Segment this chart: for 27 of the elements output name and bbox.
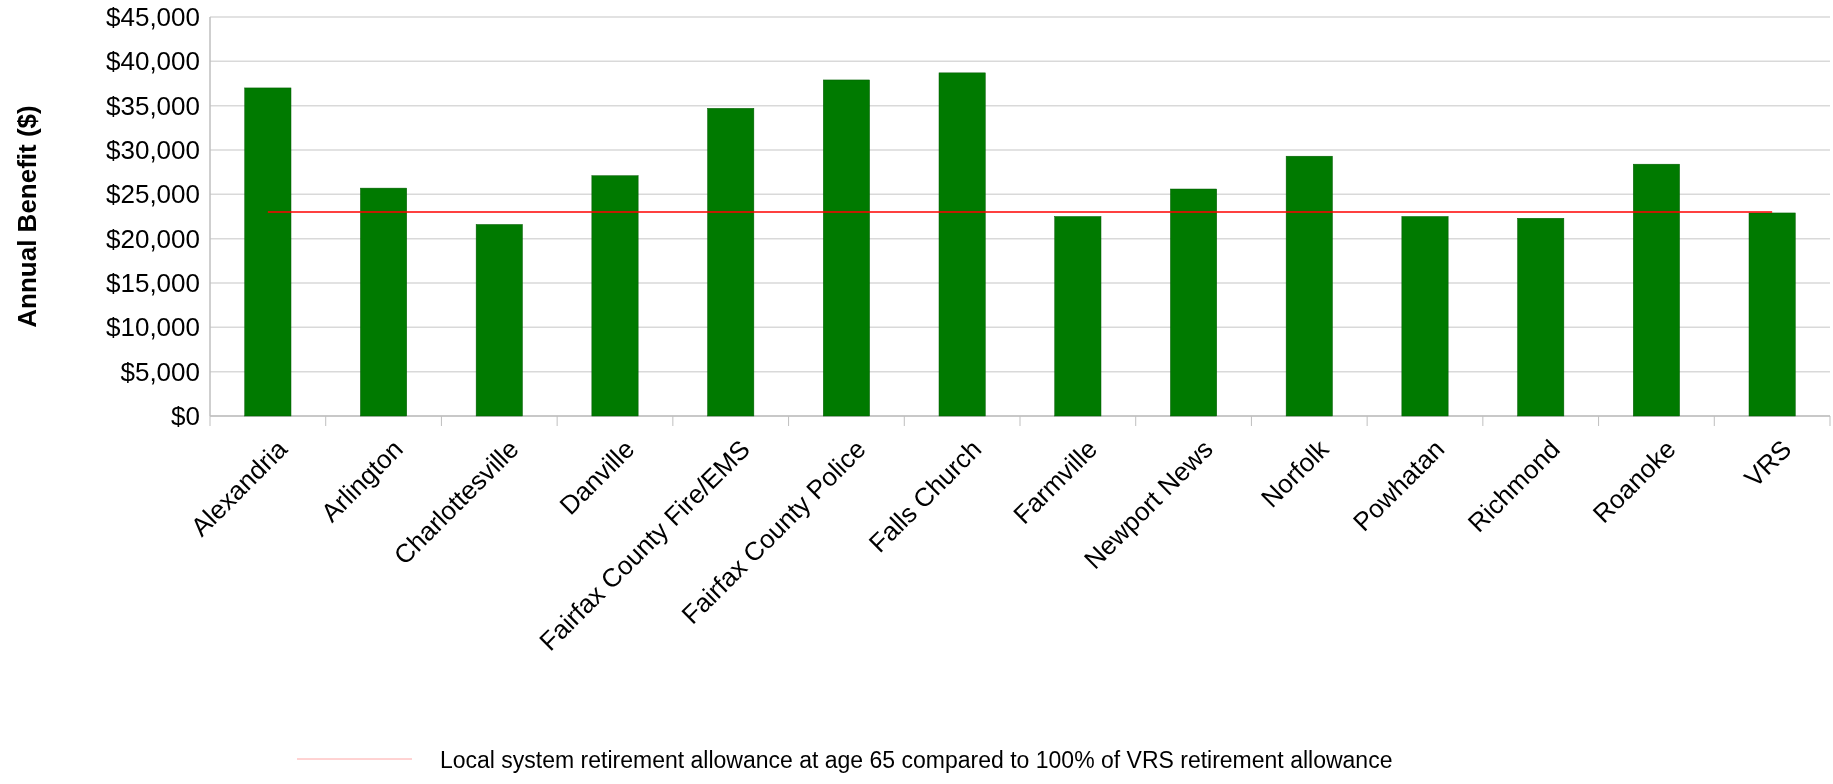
bar	[1633, 163, 1680, 417]
y-tick-label: $5,000	[120, 356, 200, 387]
bar	[1170, 188, 1217, 417]
y-tick-label: $35,000	[106, 90, 200, 121]
bar	[360, 187, 407, 417]
x-tick-label: VRS	[1738, 433, 1798, 493]
y-tick-label: $30,000	[106, 135, 200, 166]
y-tick-label: $40,000	[106, 46, 200, 77]
bar	[1401, 216, 1449, 417]
bar	[707, 108, 755, 417]
y-tick-label: $20,000	[106, 223, 200, 254]
bar	[1517, 218, 1565, 417]
y-tick-label: $15,000	[106, 268, 200, 299]
bar	[244, 87, 292, 417]
y-axis-title: Annual Benefit ($)	[12, 105, 42, 328]
bar	[1748, 212, 1796, 417]
legend-label: Local system retirement allowance at age 65 compared to 100% of VRS retirement allowance	[440, 747, 1393, 773]
y-tick-label: $0	[171, 401, 200, 432]
bar	[823, 79, 870, 417]
bar	[591, 175, 639, 417]
bar	[475, 224, 523, 417]
y-tick-label: $10,000	[106, 312, 200, 343]
bar	[1054, 216, 1102, 417]
bar	[1285, 155, 1333, 417]
bar	[938, 72, 986, 417]
y-tick-label: $25,000	[106, 179, 200, 210]
y-tick-label: $45,000	[106, 2, 200, 33]
